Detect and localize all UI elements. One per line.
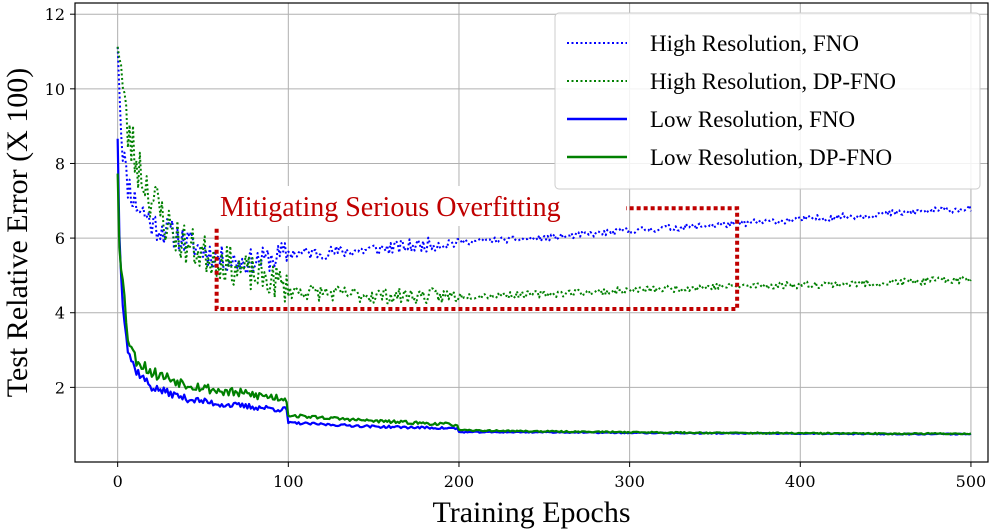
legend-label: High Resolution, FNO bbox=[650, 31, 859, 56]
series-layer bbox=[116, 46, 972, 436]
legend-label: High Resolution, DP-FNO bbox=[650, 69, 896, 94]
x-axis-label: Training Epochs bbox=[432, 496, 630, 529]
legend-label: Low Resolution, FNO bbox=[650, 107, 855, 132]
legend-box bbox=[554, 12, 981, 190]
legend-label: Low Resolution, DP-FNO bbox=[650, 145, 892, 170]
annotation-text-background bbox=[211, 186, 626, 226]
x-tick-label: 0 bbox=[113, 472, 123, 491]
x-tick-label: 200 bbox=[444, 472, 475, 491]
y-tick-label: 12 bbox=[45, 5, 65, 24]
y-tick-label: 2 bbox=[55, 378, 65, 397]
x-tick-label: 500 bbox=[956, 472, 987, 491]
ticks-layer: 0 100 200 300 400 500 2 4 6 8 10 12 bbox=[45, 5, 987, 491]
y-axis-label: Test Relative Error (X 100) bbox=[1, 68, 34, 397]
legend: High Resolution, FNO High Resolution, DP-… bbox=[554, 12, 981, 190]
y-tick-label: 4 bbox=[55, 304, 65, 323]
annotation-text: Mitigating Serious Overfitting bbox=[220, 192, 561, 223]
y-tick-label: 6 bbox=[55, 229, 65, 248]
x-tick-label: 400 bbox=[785, 472, 816, 491]
series-line bbox=[116, 173, 972, 436]
y-tick-label: 10 bbox=[45, 80, 65, 99]
x-tick-label: 100 bbox=[273, 472, 304, 491]
series-line bbox=[116, 46, 972, 305]
y-tick-label: 8 bbox=[55, 154, 65, 173]
plot-frame bbox=[74, 2, 989, 463]
x-tick-label: 300 bbox=[614, 472, 645, 491]
annotation-layer: Mitigating Serious Overfitting bbox=[211, 186, 740, 311]
